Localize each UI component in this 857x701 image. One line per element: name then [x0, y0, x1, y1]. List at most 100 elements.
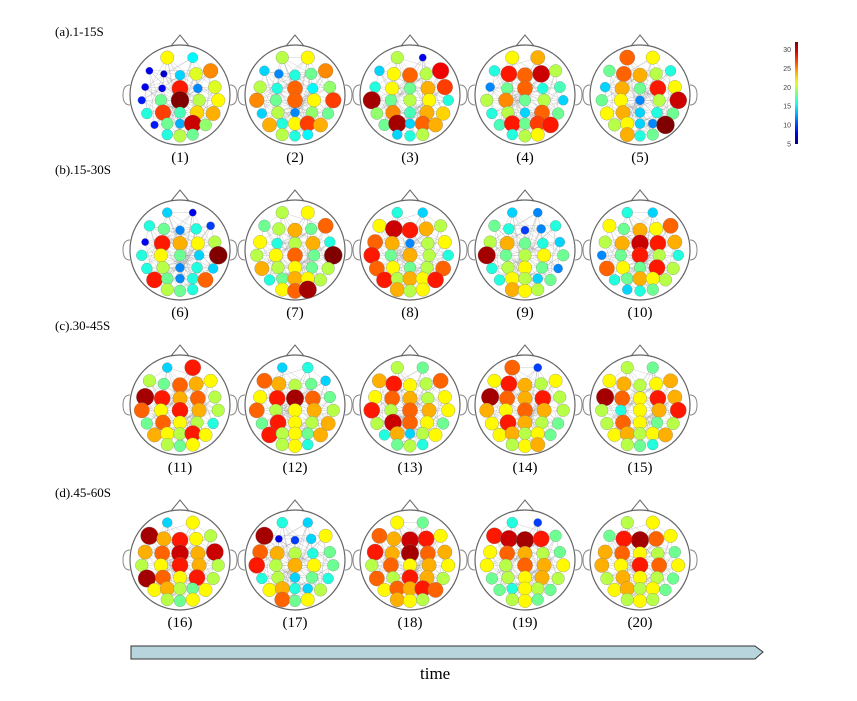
- connection-edge: [375, 383, 427, 398]
- electrode-node: [389, 282, 405, 297]
- connection-edge: [141, 57, 168, 101]
- electrode-node: [647, 207, 658, 218]
- right-ear: [574, 549, 583, 571]
- electrode-node: [442, 249, 454, 261]
- electrode-node: [608, 118, 621, 132]
- electrode-node: [170, 91, 190, 110]
- electrode-node: [621, 272, 634, 285]
- electrode-node: [437, 417, 450, 430]
- electrode-node: [323, 391, 336, 404]
- electrode-node: [666, 416, 680, 430]
- electrode-node: [320, 375, 331, 386]
- electrode-node: [298, 280, 317, 299]
- electrode-node: [441, 403, 456, 418]
- left-ear: [352, 84, 361, 106]
- electrode-node: [146, 271, 163, 289]
- panel-caption: (14): [512, 460, 538, 476]
- electrode-node: [368, 390, 383, 405]
- electrode-node: [648, 118, 658, 129]
- electrode-node: [173, 439, 187, 452]
- electrode-node: [211, 558, 225, 572]
- electrode-node: [390, 515, 405, 530]
- electrode-node: [416, 516, 429, 529]
- electrode-node: [175, 262, 185, 273]
- electrode-node: [436, 79, 453, 96]
- electrode-node: [133, 402, 150, 419]
- right-ear: [459, 549, 468, 571]
- connection-edge: [491, 255, 545, 269]
- electrode-node: [437, 544, 453, 560]
- electrode-node: [161, 129, 173, 141]
- connection-edge: [145, 241, 198, 244]
- electrode-node: [553, 390, 567, 404]
- electrode-node: [161, 117, 174, 130]
- electrode-node: [158, 84, 166, 93]
- electrode-node: [318, 528, 333, 543]
- electrode-node: [645, 271, 660, 286]
- connection-edge: [277, 422, 329, 424]
- electrode-node: [290, 107, 300, 118]
- electrode-node: [370, 107, 384, 120]
- electrode-node: [288, 546, 302, 560]
- electrode-node: [172, 236, 188, 251]
- electrode-node: [136, 249, 148, 261]
- electrode-node: [479, 402, 495, 418]
- electrode-node: [436, 571, 450, 585]
- connection-edge: [512, 522, 556, 536]
- connection-edge: [627, 367, 671, 381]
- electrode-node: [185, 592, 200, 607]
- electrode-node: [633, 439, 647, 452]
- electrode-node: [615, 404, 627, 416]
- electrode-node: [365, 558, 379, 572]
- electrode-node: [595, 94, 608, 107]
- electrode-node: [416, 427, 430, 441]
- electrode-node: [421, 391, 435, 405]
- electrode-node: [254, 261, 270, 276]
- electrode-node: [620, 516, 634, 530]
- electrode-node: [307, 93, 322, 108]
- colorbar: [795, 42, 798, 144]
- electrode-node: [160, 438, 174, 452]
- electrode-node: [186, 128, 199, 141]
- electrode-node: [306, 402, 322, 418]
- head-topography: [582, 189, 698, 301]
- connection-edge: [512, 212, 564, 256]
- connection-edge: [167, 212, 214, 269]
- electrode-node: [185, 515, 200, 530]
- connection-edge: [505, 565, 559, 579]
- right-ear: [459, 239, 468, 261]
- electrode-node: [427, 271, 444, 289]
- connection-edge: [141, 212, 193, 256]
- electrode-node: [370, 416, 384, 430]
- electrode-node: [634, 130, 646, 142]
- electrode-node: [535, 261, 549, 274]
- electrode-node: [141, 238, 149, 246]
- electrode-node: [607, 427, 622, 442]
- connection-edge: [491, 228, 510, 269]
- electrode-node: [290, 535, 300, 545]
- electrode-node: [275, 535, 283, 543]
- electrode-node: [536, 224, 546, 234]
- electrode-node: [147, 427, 162, 443]
- connection-edge: [550, 397, 561, 435]
- electrode-node: [530, 127, 545, 142]
- electrode-node: [480, 93, 494, 107]
- electrode-node: [175, 225, 185, 235]
- panel-caption: (12): [282, 460, 308, 476]
- electrode-node: [187, 52, 199, 63]
- electrode-node: [420, 81, 436, 96]
- connection-edge: [601, 100, 658, 113]
- colorbar-tick-label: 20: [783, 85, 791, 92]
- electrode-node: [531, 283, 545, 297]
- head-topography: [237, 189, 353, 301]
- electrode-node: [275, 206, 289, 220]
- electrode-node: [599, 260, 615, 277]
- connection-edge: [256, 565, 313, 578]
- electrode-node: [483, 545, 498, 560]
- electrode-node: [616, 260, 630, 275]
- connection-edge: [537, 212, 560, 243]
- connection-edge: [320, 535, 326, 590]
- electrode-node: [533, 363, 543, 372]
- electrode-node: [613, 558, 628, 573]
- electrode-node: [271, 376, 287, 392]
